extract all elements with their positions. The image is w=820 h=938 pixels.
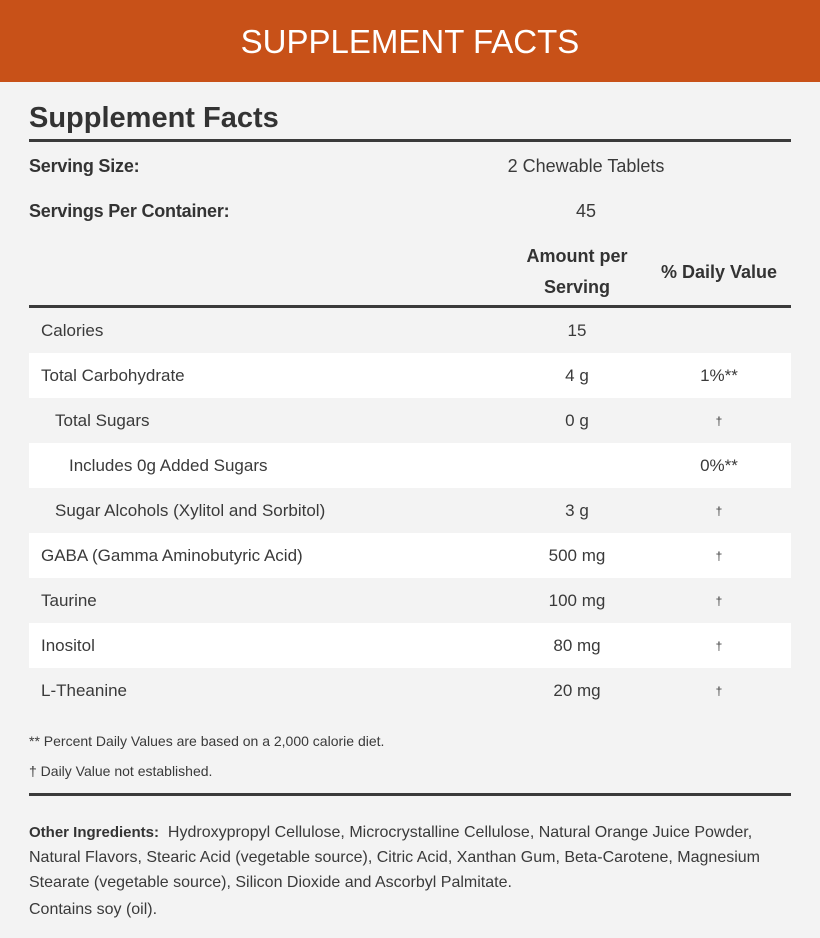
other-ingredients-label: Other Ingredients: <box>29 824 160 841</box>
divider <box>29 793 791 796</box>
divider <box>29 139 791 142</box>
supplement-facts-panel: Supplement Facts Serving Size: 2 Chewabl… <box>29 99 791 919</box>
table-row: Total Sugars 0 g † <box>55 410 723 430</box>
footnote-not-established: † Daily Value not established. <box>29 763 213 779</box>
table-row: L-Theanine 20 mg † <box>41 680 723 700</box>
other-ingredients: Other Ingredients: Hydroxypropyl Cellulo… <box>29 820 791 895</box>
servings-per-container-value: 45 <box>575 201 597 221</box>
servings-per-container-row: Servings Per Container: 45 <box>29 189 791 234</box>
table-row: Total Carbohydrate 4 g 1%** <box>29 353 791 398</box>
serving-size-value: 2 Chewable Tablets <box>507 156 665 176</box>
amount-per-serving-header: Amount per Serving <box>526 246 628 297</box>
daily-value-header: % Daily Value <box>660 261 778 282</box>
table-row: Includes 0g Added Sugars 0%** <box>29 443 791 488</box>
other-ingredients-text: Hydroxypropyl Cellulose, Microcrystallin… <box>29 824 760 891</box>
nutrient-table: Calories 15 Total Carbohydrate 4 g 1%** … <box>29 308 791 713</box>
allergen-note: Contains soy (oil). <box>29 901 158 918</box>
column-headers: Amount per Serving % Daily Value <box>29 234 791 310</box>
table-row: Sugar Alcohols (Xylitol and Sorbitol) 3 … <box>55 500 723 520</box>
footnotes: ** Percent Daily Values are based on a 2… <box>29 726 791 786</box>
header-banner: SUPPLEMENT FACTS <box>0 0 820 82</box>
banner-title: SUPPLEMENT FACTS <box>240 23 580 60</box>
table-row: GABA (Gamma Aminobutyric Acid) 500 mg † <box>29 533 791 578</box>
footnote-daily-values: ** Percent Daily Values are based on a 2… <box>29 733 385 749</box>
serving-size-label: Serving Size: <box>29 156 140 176</box>
table-row: Calories 15 <box>41 320 587 340</box>
table-row: Inositol 80 mg † <box>29 623 791 668</box>
table-row: Taurine 100 mg † <box>41 590 723 610</box>
panel-title: Supplement Facts <box>29 102 279 134</box>
serving-size-row: Serving Size: 2 Chewable Tablets <box>29 144 791 189</box>
divider <box>29 305 791 308</box>
servings-per-container-label: Servings Per Container: <box>29 201 230 221</box>
